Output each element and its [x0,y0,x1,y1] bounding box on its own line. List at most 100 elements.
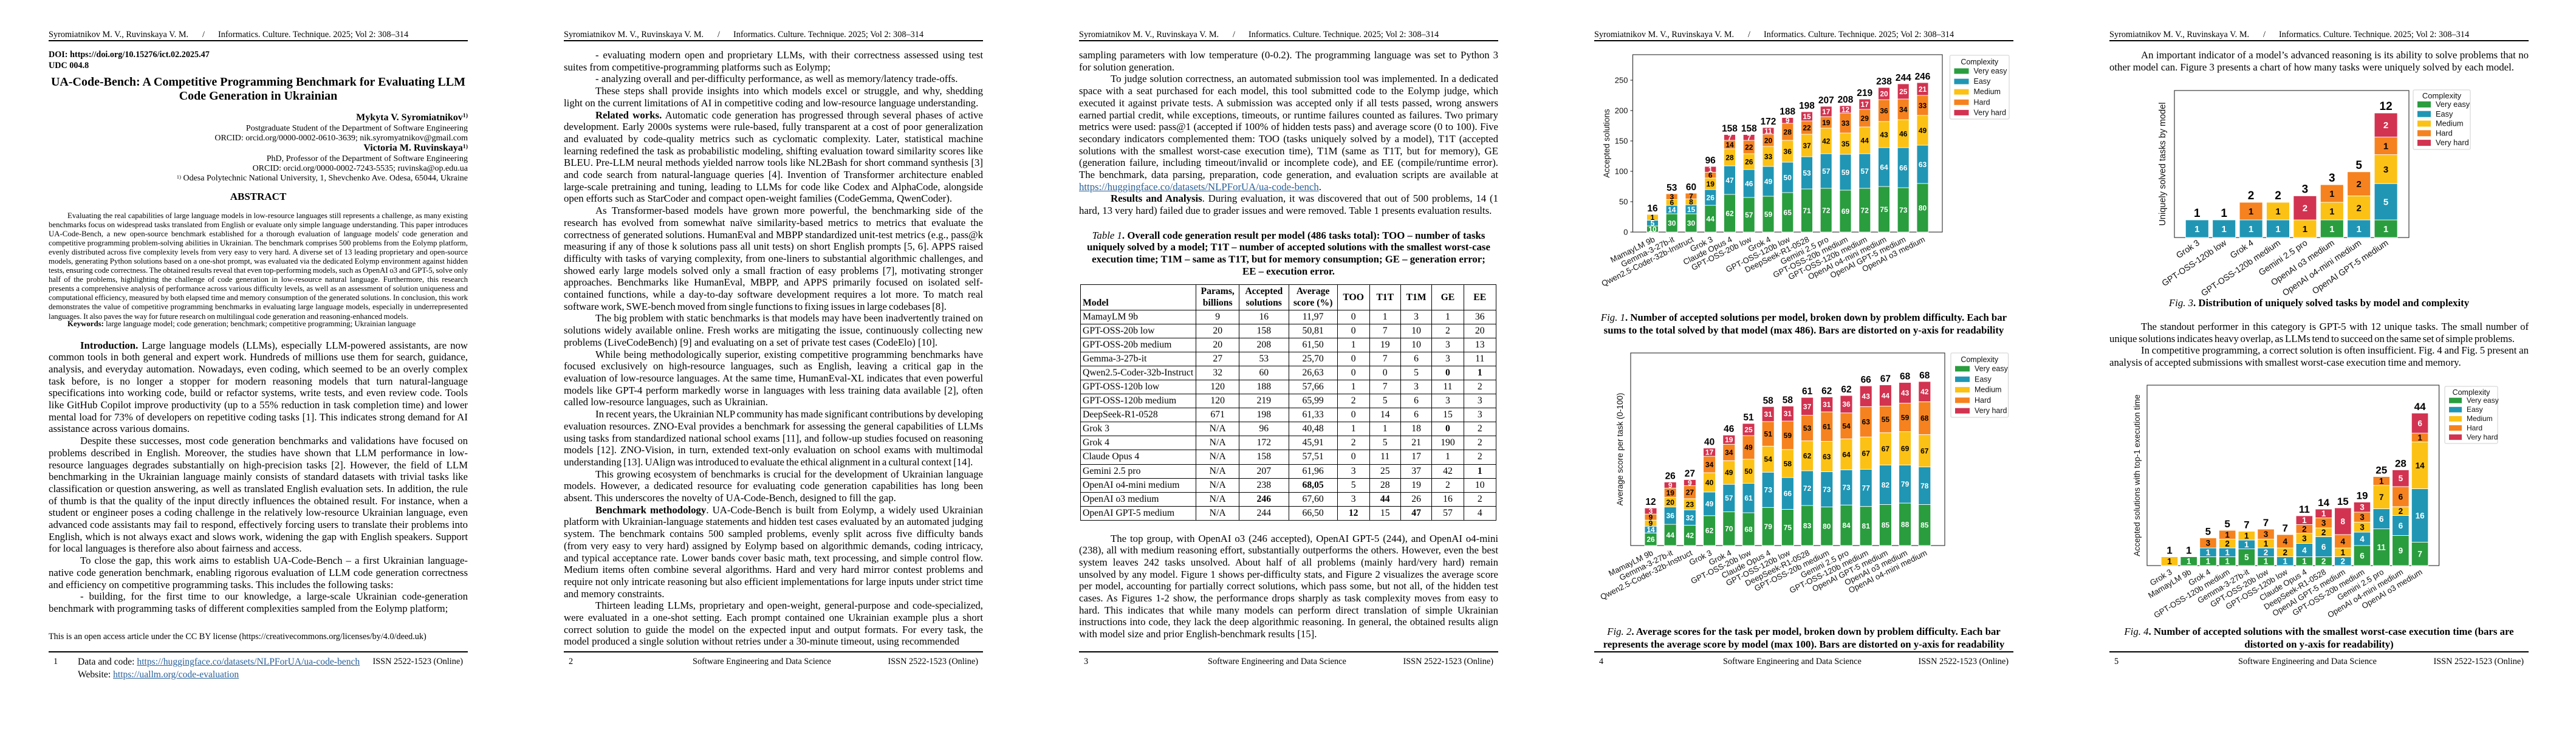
svg-text:188: 188 [1780,107,1795,117]
svg-text:22: 22 [1745,143,1753,151]
svg-text:44: 44 [2414,401,2426,412]
svg-text:11: 11 [2377,543,2386,552]
svg-text:85: 85 [1920,521,1929,530]
svg-text:44: 44 [1707,214,1715,223]
svg-text:72: 72 [1822,206,1831,214]
svg-text:58: 58 [1783,395,1793,406]
svg-text:1: 1 [2187,557,2191,566]
svg-text:207: 207 [1818,95,1834,106]
svg-text:67: 67 [1880,374,1891,385]
svg-text:219: 219 [1857,88,1872,98]
svg-text:31: 31 [1784,409,1792,418]
svg-text:43: 43 [1901,389,1910,397]
svg-text:2: 2 [2303,204,2307,214]
svg-text:81: 81 [1862,522,1871,530]
svg-text:Easy: Easy [2467,405,2483,414]
svg-text:200: 200 [1615,106,1628,115]
svg-text:58: 58 [1763,395,1774,406]
svg-text:44: 44 [1882,391,1890,400]
svg-text:28: 28 [1784,128,1792,136]
svg-text:1: 1 [2186,545,2191,556]
svg-text:10: 10 [1648,225,1657,233]
svg-text:1: 1 [2321,509,2326,518]
svg-text:Easy: Easy [1975,375,1992,383]
svg-text:6: 6 [2399,521,2403,530]
svg-text:46: 46 [1745,179,1753,188]
svg-text:Very hard: Very hard [2436,138,2469,147]
svg-text:19: 19 [2357,490,2368,502]
svg-text:1: 1 [2417,433,2422,442]
svg-text:16: 16 [1647,204,1658,214]
svg-text:26: 26 [1646,535,1655,544]
svg-text:36: 36 [1784,147,1792,156]
svg-text:1: 1 [2225,548,2230,557]
svg-text:2: 2 [2357,204,2362,214]
svg-text:60: 60 [1686,182,1696,193]
svg-text:66: 66 [1861,375,1872,385]
svg-text:12: 12 [1841,105,1850,114]
svg-text:14: 14 [2318,497,2329,508]
svg-text:8: 8 [2341,517,2346,526]
svg-text:1: 1 [1651,213,1655,222]
svg-text:5: 5 [2224,518,2230,530]
svg-text:16: 16 [2416,511,2425,520]
svg-text:59: 59 [1764,210,1773,219]
svg-text:49: 49 [1744,443,1753,452]
svg-text:1: 1 [2275,207,2280,217]
svg-text:244: 244 [1896,73,1911,83]
svg-text:7: 7 [1747,134,1751,142]
svg-text:29: 29 [1861,114,1869,123]
svg-text:72: 72 [1803,484,1812,493]
svg-text:53: 53 [1803,169,1811,177]
svg-text:25: 25 [2376,465,2387,476]
svg-text:5: 5 [1651,219,1655,228]
svg-text:1: 1 [2357,224,2362,234]
svg-text:Complexity: Complexity [2422,91,2462,100]
svg-text:44: 44 [1861,136,1869,145]
svg-text:Very easy: Very easy [2436,100,2470,109]
svg-text:59: 59 [1841,168,1850,177]
svg-text:2: 2 [2248,190,2255,202]
svg-text:26: 26 [1745,157,1753,166]
svg-text:36: 36 [1667,512,1675,520]
svg-text:1: 1 [2194,224,2199,234]
svg-text:73: 73 [1823,485,1831,494]
svg-text:49: 49 [1919,126,1927,135]
svg-text:27: 27 [1685,469,1695,479]
svg-text:20: 20 [1764,136,1773,145]
svg-text:68: 68 [1920,414,1929,423]
svg-text:19: 19 [1822,118,1831,127]
svg-text:66: 66 [1899,163,1908,172]
svg-text:3: 3 [1670,193,1674,201]
svg-text:1: 1 [2222,224,2227,234]
svg-text:34: 34 [1899,105,1908,114]
svg-text:15: 15 [1687,205,1696,214]
svg-text:9: 9 [2399,546,2403,555]
svg-text:2: 2 [2341,557,2346,566]
svg-text:172: 172 [1761,117,1776,127]
svg-text:1: 1 [1708,165,1713,174]
svg-text:3: 3 [1649,507,1653,516]
svg-text:20: 20 [1667,498,1675,507]
svg-text:Medium: Medium [2467,414,2493,423]
svg-text:57: 57 [1822,167,1831,176]
svg-text:6: 6 [1670,199,1674,207]
svg-text:17: 17 [1705,448,1714,457]
svg-text:7: 7 [2417,550,2422,559]
svg-text:36: 36 [1842,400,1851,409]
svg-text:85: 85 [1882,521,1890,530]
svg-text:Hard: Hard [1974,98,1990,106]
svg-text:Uniquely solved tasks by model: Uniquely solved tasks by model [2158,102,2168,225]
svg-text:15: 15 [2337,496,2349,507]
svg-text:1: 1 [2249,224,2253,234]
svg-text:Complexity: Complexity [1961,58,1999,66]
svg-text:9: 9 [1668,481,1673,490]
svg-text:67: 67 [1862,449,1871,457]
svg-text:5: 5 [2244,553,2249,562]
svg-text:2: 2 [2399,507,2403,516]
svg-text:5: 5 [2399,474,2403,483]
svg-text:64: 64 [1842,450,1851,459]
svg-text:54: 54 [1764,455,1773,464]
svg-text:75: 75 [1784,524,1792,532]
svg-text:Complexity: Complexity [2453,388,2491,397]
